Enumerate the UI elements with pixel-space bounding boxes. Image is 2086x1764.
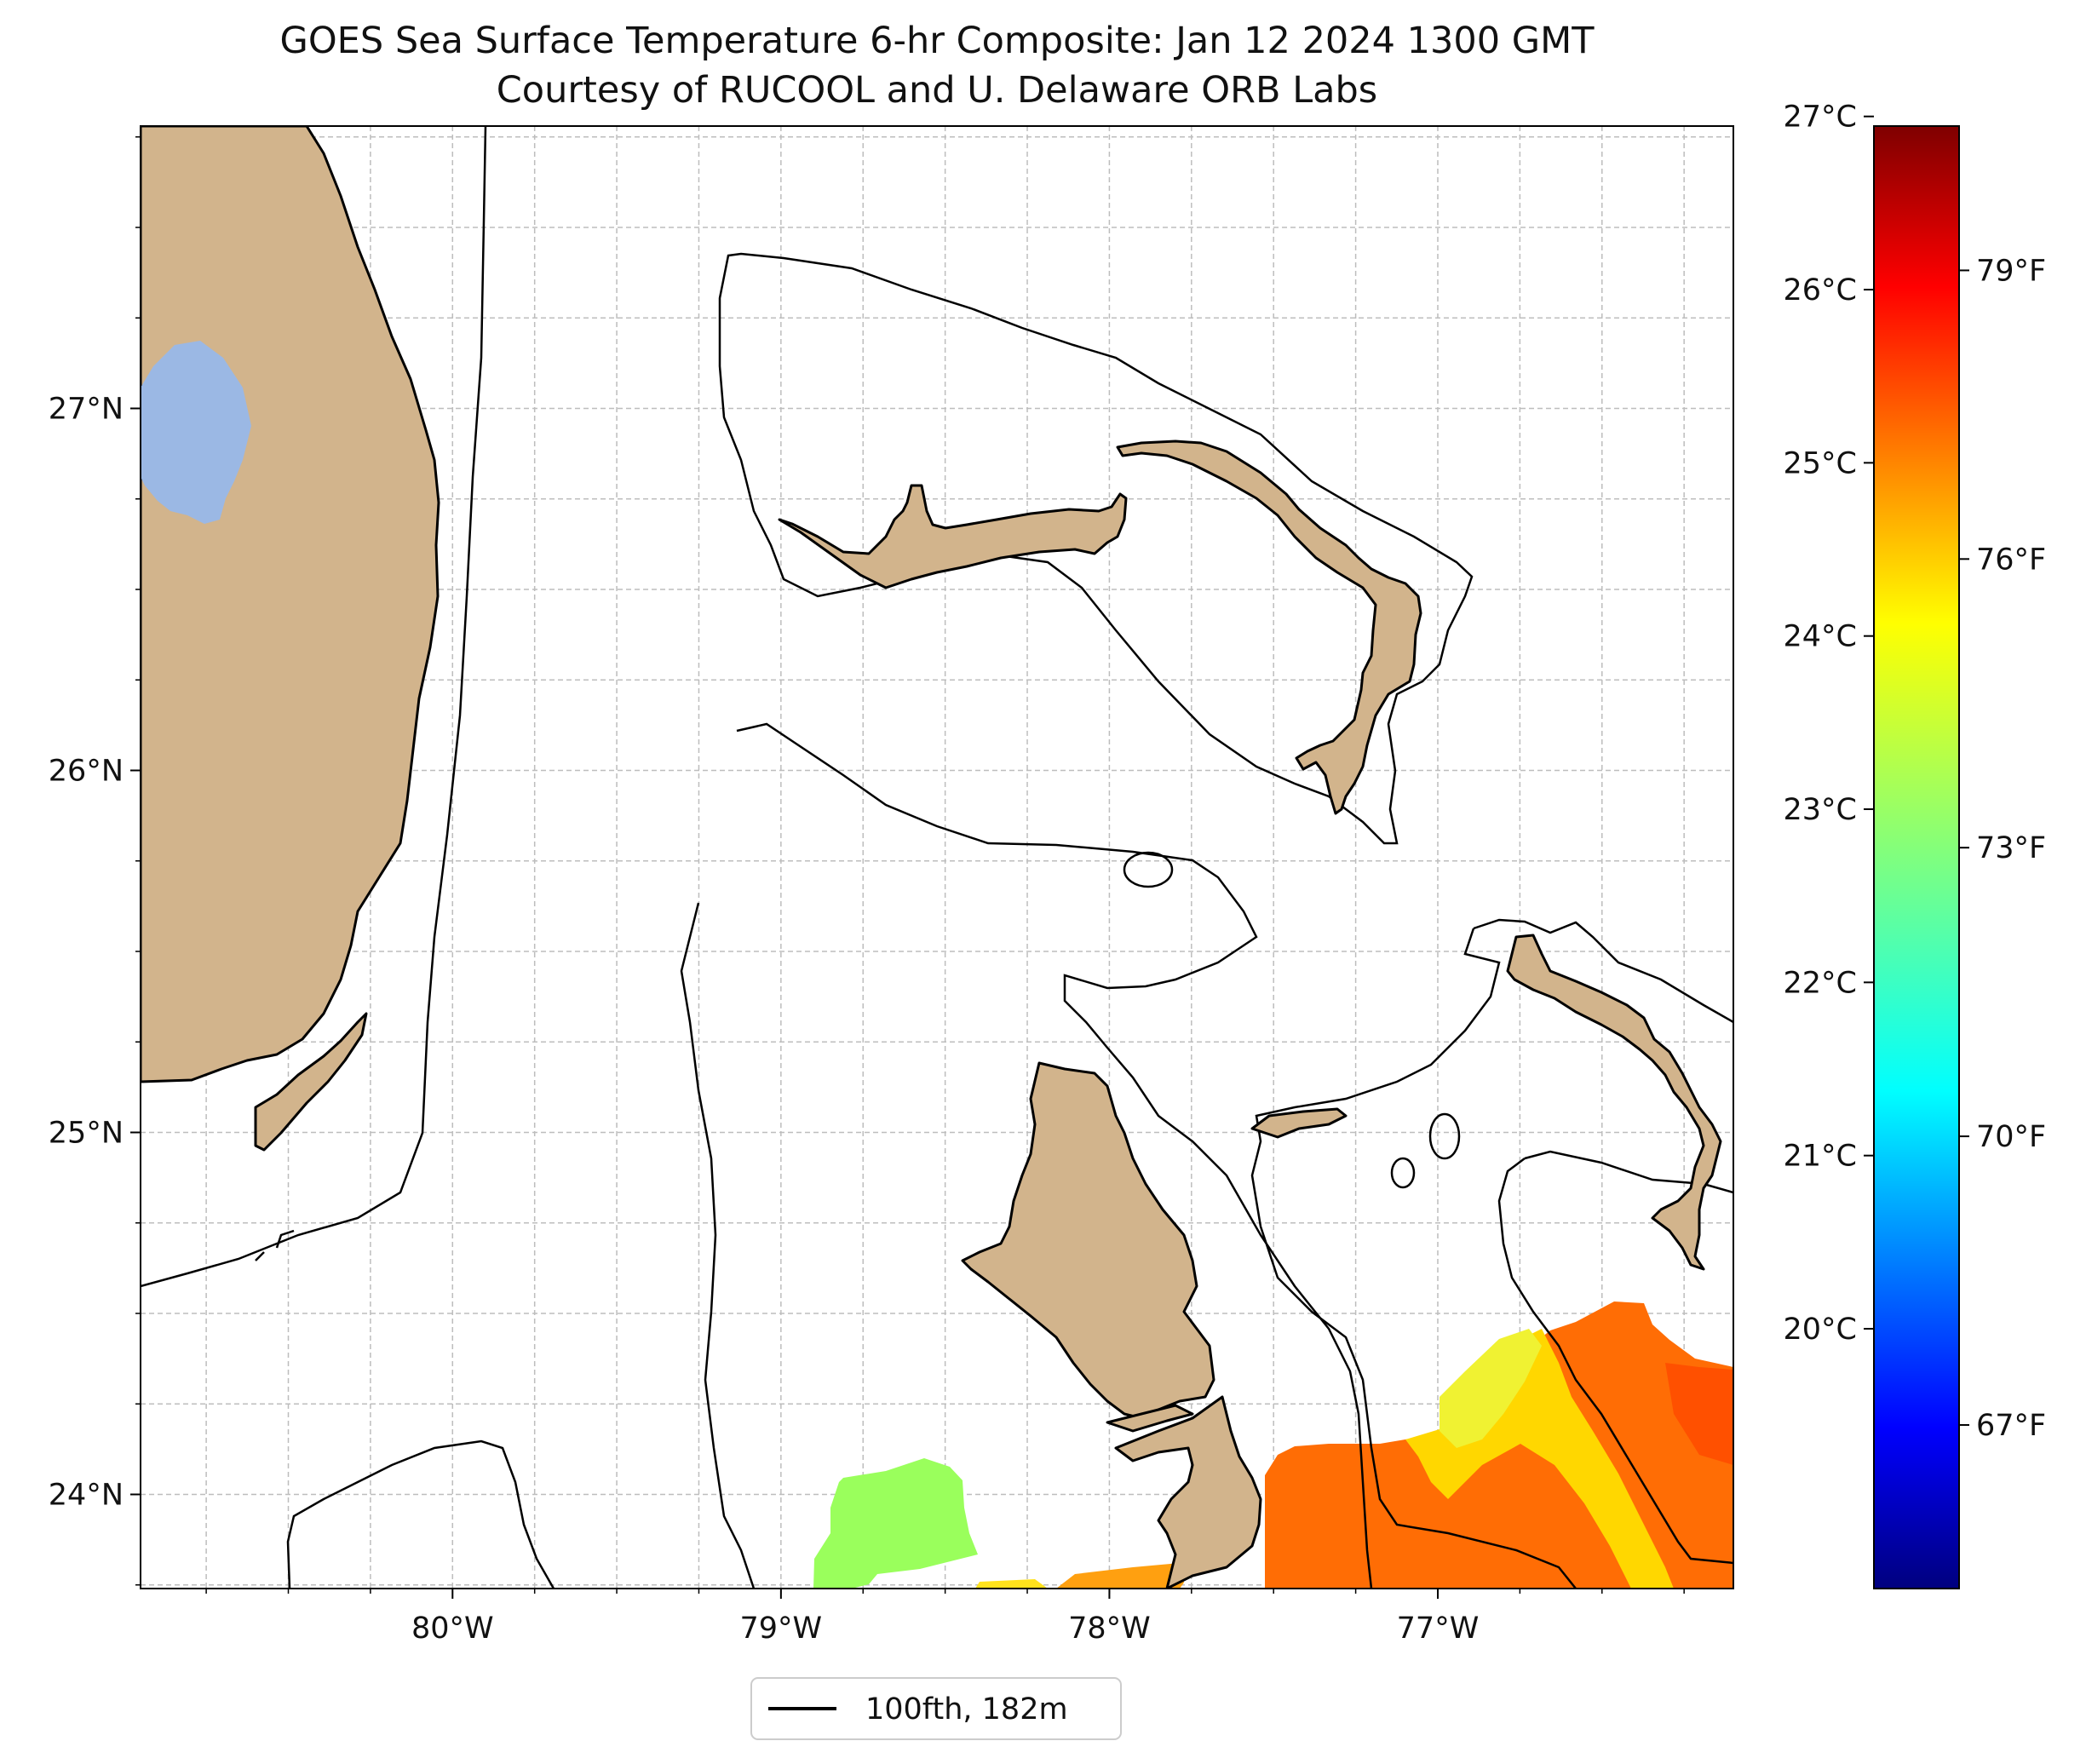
sst-patch-yellow-band: [1405, 1329, 1674, 1589]
contour-florida-straits: [141, 126, 487, 1288]
contour-exuma-sound: [1473, 918, 1733, 1024]
chart-title-line-2: Courtesy of RUCOOL and U. Delaware ORB L…: [497, 69, 1377, 112]
land-andros-islet: [1106, 1404, 1194, 1433]
colorbar-fahrenheit-label: 79°F: [1976, 254, 2046, 288]
contour-isolated-bank-1: [1123, 851, 1174, 888]
contour-little-bahama-bank: [718, 252, 1474, 845]
map-frame: [140, 125, 1734, 1589]
land-grand-bahama: [778, 484, 1128, 589]
sst-data-patches: [813, 1301, 1733, 1589]
contour-isolated-bank-2: [1428, 1112, 1461, 1160]
latitude-tick-label: 26°N: [49, 755, 124, 789]
longitude-tick-label: 78°W: [1068, 1612, 1151, 1646]
map-legend: 100fth, 182m: [750, 1677, 1122, 1740]
colorbar-celsius-axis: 27°C 26°C 25°C 24°C 23°C 22°C 21°C 20°C: [1784, 101, 1874, 1347]
chart-title-line-1: GOES Sea Surface Temperature 6-hr Compos…: [280, 20, 1595, 62]
sst-patch-light-yellow: [1440, 1329, 1542, 1448]
contour-great-bahama-bank: [736, 722, 1373, 1589]
land-florida-keys: [254, 1012, 368, 1152]
latitude-axis: 27°N 26°N 25°N 24°N: [49, 136, 141, 1586]
colorbar-fahrenheit-axis: 79°F 76°F 73°F 70°F 67°F: [1959, 254, 2046, 1443]
colorbar-celsius-label: 27°C: [1784, 101, 1857, 135]
land-great-abaco: [1116, 440, 1422, 815]
latitude-tick-label: 24°N: [49, 1479, 124, 1513]
colorbar-celsius-label: 24°C: [1784, 620, 1857, 654]
map-plot-area: [140, 125, 1734, 1589]
contour-cay-sal-island: [255, 1229, 295, 1261]
longitude-tick-label: 80°W: [411, 1612, 494, 1646]
legend-label: 100fth, 182m: [865, 1692, 1068, 1727]
colorbar-fahrenheit-label: 67°F: [1976, 1409, 2046, 1443]
longitude-tick-label: 77°W: [1397, 1612, 1480, 1646]
contour-isolated-bank-3: [1390, 1157, 1416, 1189]
temperature-colorbar: 27°C 26°C 25°C 24°C 23°C 22°C 21°C 20°C 79°F 76°…: [1784, 101, 2046, 1589]
contour-tongue-of-the-ocean: [680, 902, 756, 1589]
lake-okeechobee: [141, 341, 251, 524]
bathymetry-contours: [141, 126, 1733, 1589]
colorbar-fahrenheit-label: 70°F: [1976, 1120, 2046, 1154]
contour-cay-sal: [286, 1439, 555, 1589]
latitude-tick-label: 25°N: [49, 1117, 124, 1151]
colorbar-celsius-label: 23°C: [1784, 793, 1857, 827]
sst-patch-green: [813, 1458, 978, 1589]
land-eleuthera-islet: [1250, 1107, 1348, 1139]
legend-box: [750, 1677, 1122, 1740]
contour-exuma-inner: [1250, 928, 1577, 1589]
colorbar-celsius-label: 26°C: [1784, 273, 1857, 307]
latitude-tick-label: 27°N: [49, 393, 124, 427]
sst-patch-dark-orange: [1665, 1363, 1733, 1465]
colorbar-celsius-label: 22°C: [1784, 966, 1857, 1000]
sst-patch-yellow-edge: [975, 1579, 1048, 1589]
colorbar-celsius-label: 25°C: [1784, 446, 1857, 480]
colorbar-fahrenheit-label: 76°F: [1976, 543, 2046, 577]
colorbar-celsius-label: 21°C: [1784, 1140, 1857, 1174]
longitude-tick-label: 79°W: [740, 1612, 823, 1646]
land-andros-south: [1114, 1395, 1262, 1589]
contour-exuma-south: [1524, 1150, 1733, 1194]
colorbar-fahrenheit-label: 73°F: [1976, 831, 2046, 865]
longitude-axis: 80°W 79°W 78°W 77°W: [205, 1589, 1685, 1646]
colorbar-celsius-label: 20°C: [1784, 1313, 1857, 1347]
sst-patch-orange-strip: [1056, 1563, 1184, 1589]
land-exuma-cays: [1506, 934, 1722, 1271]
colorbar-gradient: [1873, 125, 1960, 1589]
contour-exuma-loop: [1497, 1158, 1733, 1565]
